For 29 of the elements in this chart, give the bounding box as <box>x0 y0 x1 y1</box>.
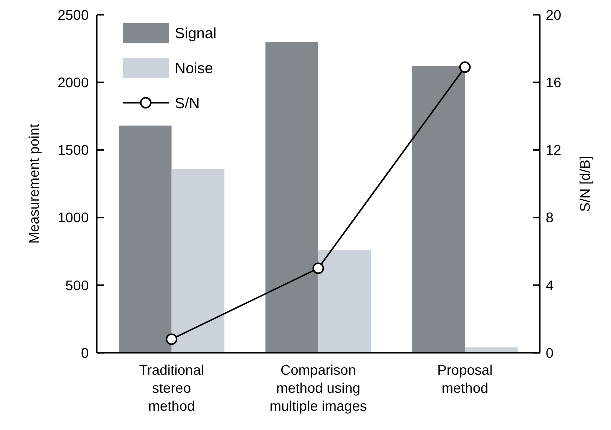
y-axis-title: Measurement point <box>26 124 42 244</box>
x-tick-label: Proposal method <box>438 362 493 396</box>
point <box>166 334 178 346</box>
bar <box>465 348 518 353</box>
point <box>312 262 324 274</box>
point <box>459 62 471 74</box>
x-tick-label: Traditional stereo method <box>139 362 204 414</box>
y-tick-label: 2500 <box>58 6 90 23</box>
bar <box>318 250 372 353</box>
y2-tick-label: 4 <box>546 277 554 294</box>
legend-label: S/N <box>175 95 200 112</box>
bar <box>172 169 225 353</box>
y2-tick-label: 12 <box>546 142 562 158</box>
legend-label: Signal <box>175 25 217 42</box>
y2-tick-label: 0 <box>546 344 554 361</box>
y-tick-label: 0 <box>81 344 90 361</box>
y2-tick-label: 16 <box>546 74 562 90</box>
legend-label: Noise <box>175 60 214 78</box>
x-tick-label: Comparison method using multiple images <box>270 362 368 414</box>
y-tick-label: 1500 <box>58 142 90 158</box>
y2-axis-title: S/N [d/B] <box>577 156 593 212</box>
y2-tick-label: 8 <box>546 210 554 226</box>
bar <box>119 126 172 353</box>
y-tick-label: 2000 <box>58 74 90 90</box>
y2-tick-label: 20 <box>546 6 562 23</box>
bar <box>412 66 466 353</box>
y-tick-label: 500 <box>66 277 90 294</box>
y-tick-label: 1000 <box>58 210 90 226</box>
bar <box>266 42 318 353</box>
